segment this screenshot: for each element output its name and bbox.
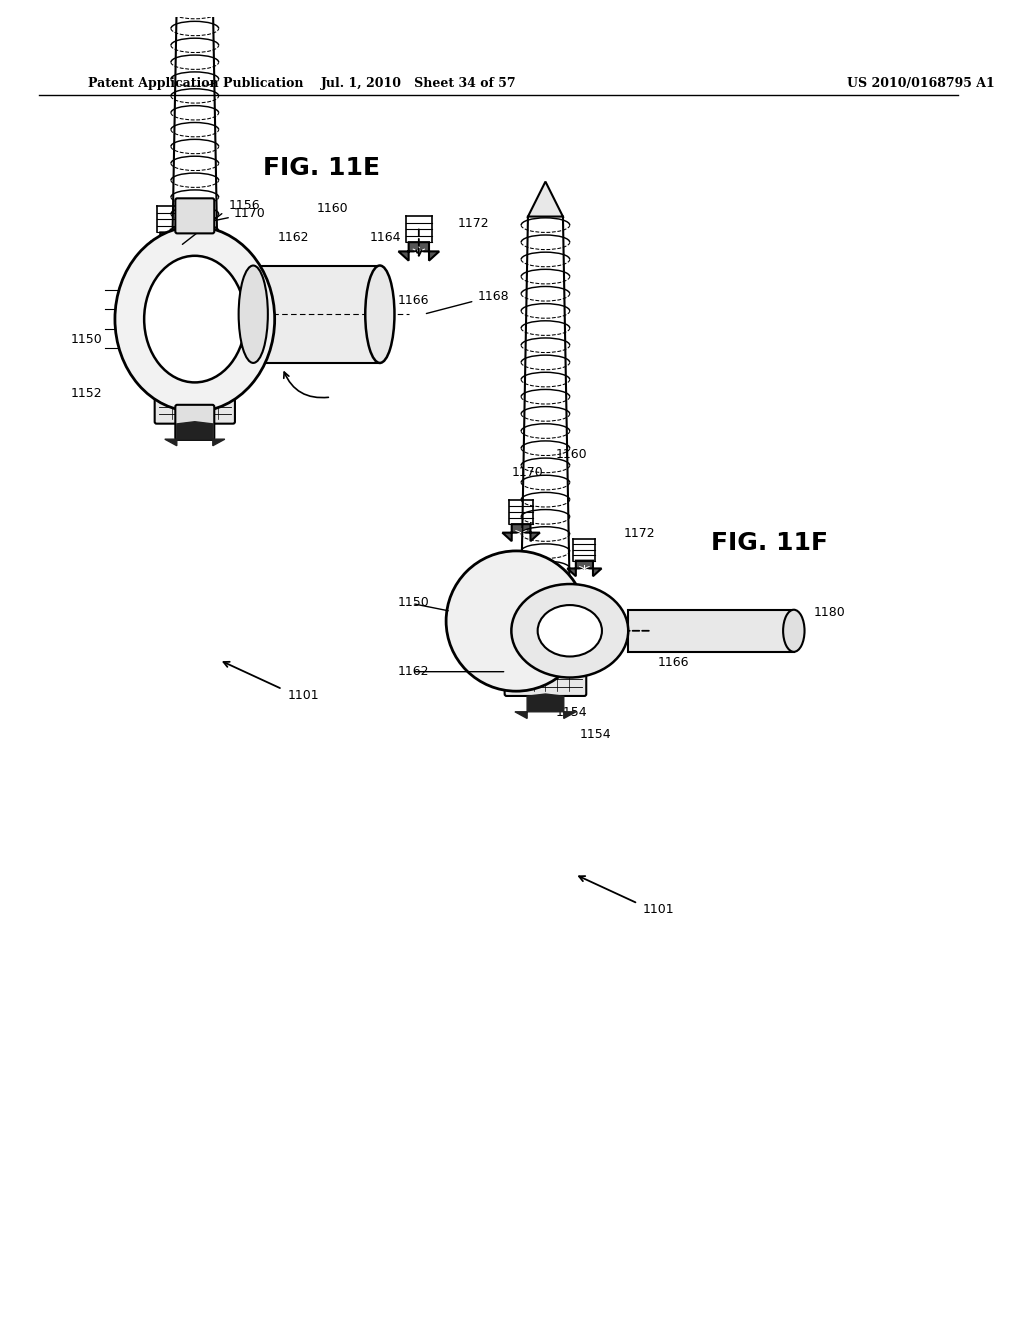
Text: 1154: 1154 — [580, 727, 611, 741]
Polygon shape — [528, 182, 563, 216]
Text: 1160: 1160 — [555, 449, 587, 462]
Polygon shape — [515, 694, 575, 718]
Ellipse shape — [144, 256, 246, 383]
Text: 1166: 1166 — [397, 294, 429, 308]
Text: FIG. 11E: FIG. 11E — [263, 156, 380, 180]
Polygon shape — [507, 594, 585, 627]
Text: 1160: 1160 — [316, 202, 348, 215]
FancyBboxPatch shape — [505, 626, 587, 696]
Text: 1154: 1154 — [555, 705, 587, 718]
Text: US 2010/0168795 A1: US 2010/0168795 A1 — [848, 77, 995, 90]
Text: 1156: 1156 — [229, 199, 260, 213]
Text: FIG. 11F: FIG. 11F — [711, 531, 828, 556]
FancyBboxPatch shape — [155, 354, 234, 424]
Ellipse shape — [511, 583, 629, 677]
Text: 1101: 1101 — [288, 689, 318, 702]
Circle shape — [446, 550, 587, 692]
Text: 1170: 1170 — [198, 207, 265, 224]
Text: 1101: 1101 — [643, 903, 675, 916]
Polygon shape — [151, 232, 190, 251]
Polygon shape — [157, 323, 233, 356]
Text: 1166: 1166 — [657, 656, 689, 669]
FancyBboxPatch shape — [175, 405, 214, 440]
Text: 1168: 1168 — [426, 289, 509, 314]
Text: 1172: 1172 — [624, 527, 655, 540]
Text: 1172: 1172 — [458, 216, 489, 230]
FancyBboxPatch shape — [175, 198, 214, 234]
Polygon shape — [503, 524, 540, 541]
Text: 1152: 1152 — [71, 387, 102, 400]
Text: Jul. 1, 2010   Sheet 34 of 57: Jul. 1, 2010 Sheet 34 of 57 — [321, 77, 517, 90]
Text: 1162: 1162 — [278, 231, 309, 244]
Text: 1150: 1150 — [71, 334, 102, 346]
Polygon shape — [629, 610, 794, 652]
Polygon shape — [253, 265, 380, 363]
Ellipse shape — [115, 227, 274, 412]
Ellipse shape — [239, 265, 268, 363]
Text: 1150: 1150 — [397, 597, 429, 610]
Polygon shape — [567, 561, 601, 577]
Text: 1170: 1170 — [511, 466, 543, 479]
Text: 1154: 1154 — [212, 338, 244, 351]
Text: Patent Application Publication: Patent Application Publication — [88, 77, 303, 90]
Polygon shape — [398, 242, 439, 260]
Ellipse shape — [366, 265, 394, 363]
Ellipse shape — [538, 605, 602, 656]
Text: 1164: 1164 — [370, 231, 401, 244]
Text: 1162: 1162 — [397, 664, 429, 677]
Ellipse shape — [783, 610, 805, 652]
Text: 1180: 1180 — [813, 606, 845, 619]
Polygon shape — [165, 421, 225, 446]
